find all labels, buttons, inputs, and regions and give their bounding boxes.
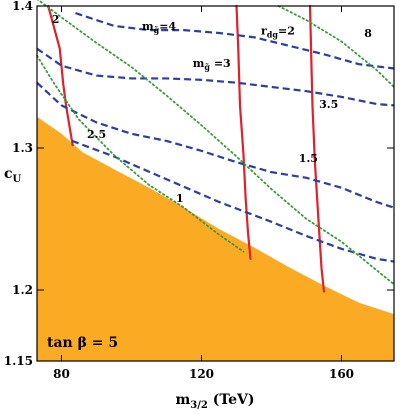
- contour-blue-dashed-r-dg-2: [75, 12, 395, 70]
- axis-tick-labels: 80 120 160 1.15 1.2 1.3 1.4: [4, 0, 354, 381]
- x-tick-label-80: 80: [53, 367, 70, 381]
- tan-beta-label: tan β = 5: [47, 335, 118, 351]
- axis-ticks: [37, 5, 394, 362]
- contour-green-dotted-m-g-4: [36, 0, 395, 286]
- contour-annotations: 2 mg̃=4 rdg=2 8 mg̃ =3 3.5 2.5 1.5 1: [52, 13, 373, 205]
- contour-red-solid-3-5: [308, 4, 326, 293]
- contour-label-0: 2: [52, 13, 60, 26]
- y-tick-label-1.15: 1.15: [4, 354, 33, 368]
- excluded-region: [37, 116, 394, 361]
- x-tick-label-120: 120: [189, 367, 214, 381]
- contour-label-3: 8: [364, 27, 372, 40]
- y-axis-title: cU: [4, 166, 22, 185]
- contour-blue-dashed-m-g-3: [36, 47, 395, 107]
- contour-label-6: 2.5: [87, 128, 106, 141]
- x-tick-label-160: 160: [329, 367, 354, 381]
- contour-lines: [36, 0, 395, 293]
- contour-label-8: 1: [176, 192, 184, 205]
- plot-frame: [36, 5, 395, 362]
- contour-blue-dashed-1: [71, 139, 395, 263]
- x-axis-title: m3/2 (TeV): [175, 392, 254, 411]
- contour-blue-dashed-1-5: [36, 81, 395, 209]
- contour-green-dotted-2-5: [36, 54, 245, 253]
- contour-label-7: 1.5: [299, 152, 318, 165]
- y-tick-label-1.4: 1.4: [12, 0, 33, 13]
- y-tick-label-1.2: 1.2: [12, 283, 33, 297]
- contour-label-5: 3.5: [319, 98, 338, 111]
- contour-green-dotted-8: [277, 5, 395, 88]
- y-tick-label-1.3: 1.3: [12, 141, 33, 155]
- contour-red-solid-3: [235, 4, 252, 260]
- contour-label-4: mg̃ =3: [193, 57, 231, 72]
- contour-red-solid-2: [47, 4, 74, 147]
- contour-label-2: rdg=2: [261, 24, 295, 39]
- contour-label-1: mg̃=4: [142, 20, 176, 35]
